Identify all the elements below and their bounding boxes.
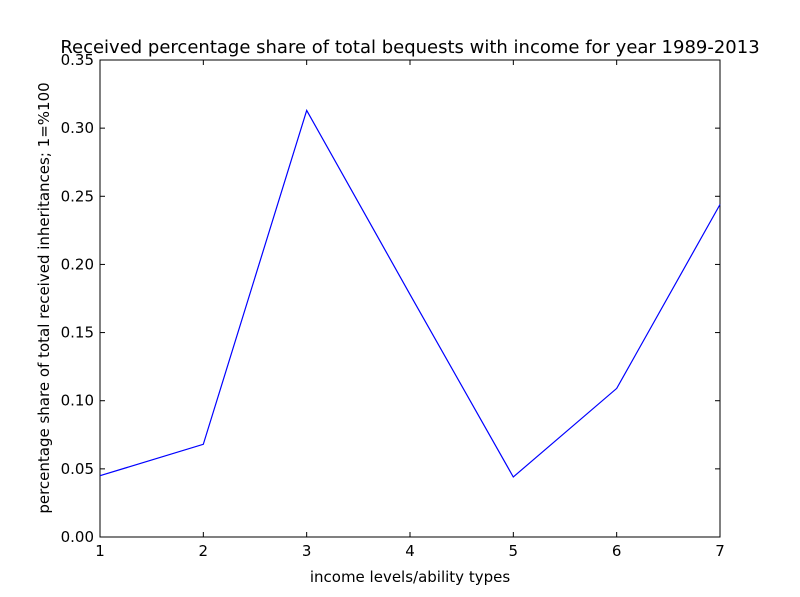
- y-tick-label: 0.15: [61, 324, 94, 342]
- chart-title: Received percentage share of total beque…: [60, 37, 759, 58]
- x-tick-label: 3: [302, 542, 312, 560]
- y-tick-label: 0.35: [61, 51, 94, 69]
- y-tick-label: 0.20: [61, 255, 94, 273]
- plot-frame: [99, 59, 721, 538]
- x-tick-label: 5: [509, 542, 519, 560]
- y-axis-label: percentage share of total received inher…: [35, 82, 53, 513]
- y-tick-label: 0.10: [61, 392, 94, 410]
- x-tick-label: 1: [95, 542, 105, 560]
- y-axis: 0.00 0.05 0.10 0.15 0.20 0.25 0.30 0.35: [61, 51, 720, 546]
- x-axis: 1 2 3 4 5 6 7: [95, 60, 725, 560]
- x-tick-label: 4: [405, 542, 415, 560]
- plot-area: [99, 59, 721, 538]
- y-tick-label: 0.30: [61, 119, 94, 137]
- x-tick-label: 6: [612, 542, 622, 560]
- series-layer: [99, 108, 721, 478]
- y-tick-label: 0.00: [61, 528, 94, 546]
- series-line: [99, 108, 721, 478]
- y-tick-label: 0.25: [61, 187, 94, 205]
- x-tick-label: 2: [199, 542, 209, 560]
- x-axis-label: income levels/ability types: [310, 568, 510, 586]
- y-tick-label: 0.05: [61, 460, 94, 478]
- x-tick-label: 7: [715, 542, 725, 560]
